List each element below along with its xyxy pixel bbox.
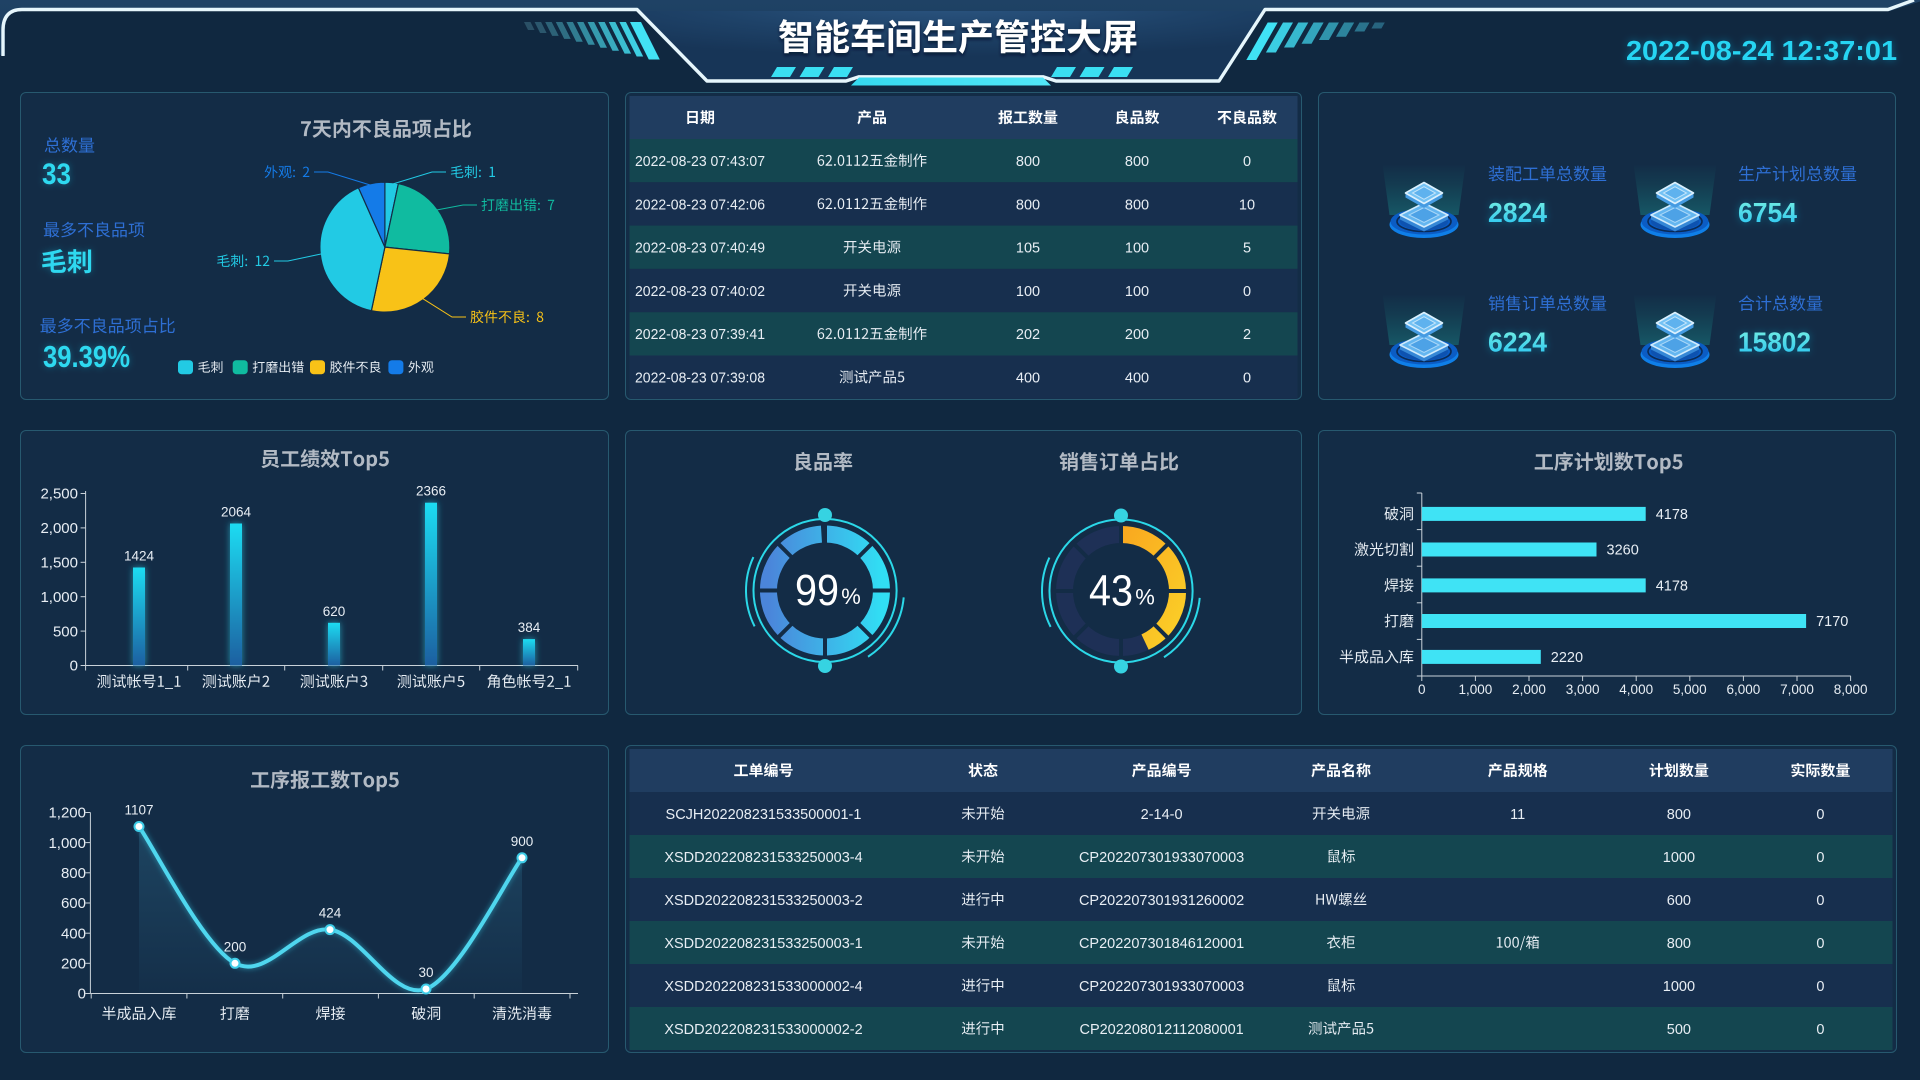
svg-text:39.39%: 39.39% [43, 339, 130, 374]
svg-text:800: 800 [1667, 936, 1691, 952]
svg-text:100: 100 [1125, 284, 1149, 300]
svg-text:2220: 2220 [1551, 650, 1583, 666]
svg-text:900: 900 [511, 834, 534, 849]
svg-text:2022-08-23 07:42:06: 2022-08-23 07:42:06 [635, 197, 765, 213]
svg-text:7,000: 7,000 [1780, 682, 1814, 697]
svg-text:2022-08-23 07:39:41: 2022-08-23 07:39:41 [635, 327, 765, 343]
svg-text:202: 202 [1016, 327, 1040, 343]
svg-text:43: 43 [1089, 567, 1133, 616]
svg-text:424: 424 [319, 906, 342, 921]
svg-text:XSDD202208231533250003-1: XSDD202208231533250003-1 [664, 936, 862, 952]
svg-text:30: 30 [418, 965, 433, 980]
svg-text:2,000: 2,000 [1512, 682, 1546, 697]
svg-text:2022-08-23 07:40:49: 2022-08-23 07:40:49 [635, 241, 765, 257]
svg-text:2022-08-23 07:40:02: 2022-08-23 07:40:02 [635, 284, 765, 300]
svg-text:2,500: 2,500 [40, 486, 78, 503]
svg-text:0: 0 [1816, 1022, 1824, 1038]
svg-text:1,000: 1,000 [48, 835, 86, 852]
svg-text:6,000: 6,000 [1727, 682, 1761, 697]
svg-text:CP202208012112080001: CP202208012112080001 [1079, 1022, 1243, 1038]
svg-text:2,000: 2,000 [40, 520, 78, 537]
svg-text:400: 400 [1125, 371, 1149, 387]
svg-text:XSDD202208231533000002-2: XSDD202208231533000002-2 [664, 1022, 862, 1038]
svg-text:6224: 6224 [1488, 327, 1547, 358]
svg-text:2022-08-23 07:43:07: 2022-08-23 07:43:07 [635, 154, 765, 170]
svg-text:1424: 1424 [124, 549, 155, 564]
svg-text:33: 33 [42, 158, 71, 191]
svg-text:0: 0 [1816, 936, 1824, 952]
svg-text:4178: 4178 [1656, 507, 1688, 523]
svg-text:CP202207301931260002: CP202207301931260002 [1079, 893, 1244, 909]
svg-text:2366: 2366 [416, 484, 446, 499]
svg-text:400: 400 [1016, 371, 1040, 387]
svg-text:10: 10 [1239, 197, 1255, 213]
svg-text:1000: 1000 [1663, 850, 1695, 866]
svg-text:0: 0 [1816, 807, 1824, 823]
svg-text:5: 5 [1243, 241, 1251, 257]
svg-text:XSDD202208231533250003-4: XSDD202208231533250003-4 [664, 850, 862, 866]
svg-text:%: % [841, 584, 861, 609]
svg-text:0: 0 [1816, 979, 1824, 995]
svg-text:7170: 7170 [1816, 614, 1848, 630]
svg-text:1107: 1107 [124, 803, 153, 818]
svg-text:2: 2 [1243, 327, 1251, 343]
svg-text:800: 800 [61, 865, 86, 882]
svg-text:600: 600 [61, 895, 86, 912]
svg-text:8,000: 8,000 [1834, 682, 1868, 697]
svg-text:0: 0 [1418, 682, 1426, 697]
svg-text:CP202207301933070003: CP202207301933070003 [1079, 979, 1244, 995]
svg-text:6754: 6754 [1738, 197, 1797, 228]
svg-text:2022-08-24 12:37:01: 2022-08-24 12:37:01 [1626, 35, 1897, 66]
svg-text:200: 200 [1125, 327, 1149, 343]
svg-text:15802: 15802 [1738, 327, 1811, 358]
svg-text:3,000: 3,000 [1566, 682, 1600, 697]
svg-text:XSDD202208231533250003-2: XSDD202208231533250003-2 [664, 893, 862, 909]
svg-text:0: 0 [1243, 371, 1251, 387]
svg-text:3260: 3260 [1607, 543, 1639, 559]
svg-text:384: 384 [518, 620, 541, 635]
svg-text:XSDD202208231533000002-4: XSDD202208231533000002-4 [664, 979, 862, 995]
svg-text:600: 600 [1667, 893, 1691, 909]
svg-text:1,000: 1,000 [1459, 682, 1493, 697]
svg-text:%: % [1135, 585, 1155, 610]
svg-text:SCJH202208231533500001-1: SCJH202208231533500001-1 [666, 807, 862, 823]
svg-text:4,000: 4,000 [1619, 682, 1653, 697]
svg-text:800: 800 [1125, 197, 1149, 213]
svg-text:2824: 2824 [1488, 197, 1547, 228]
svg-text:500: 500 [1667, 1022, 1691, 1038]
svg-text:500: 500 [53, 623, 78, 640]
svg-text:CP202207301933070003: CP202207301933070003 [1079, 850, 1244, 866]
svg-text:2064: 2064 [221, 505, 252, 520]
svg-text:800: 800 [1016, 197, 1040, 213]
svg-text:105: 105 [1016, 241, 1040, 257]
svg-text:400: 400 [61, 925, 86, 942]
svg-text:100: 100 [1125, 241, 1149, 257]
svg-text:11: 11 [1510, 807, 1525, 823]
svg-text:620: 620 [323, 604, 346, 619]
svg-text:200: 200 [224, 939, 247, 954]
svg-text:1,200: 1,200 [48, 805, 86, 822]
svg-text:CP202207301846120001: CP202207301846120001 [1079, 936, 1244, 952]
svg-text:2-14-0: 2-14-0 [1141, 807, 1183, 823]
svg-text:0: 0 [1816, 850, 1824, 866]
svg-text:0: 0 [78, 986, 86, 1003]
svg-text:5,000: 5,000 [1673, 682, 1707, 697]
svg-text:1,500: 1,500 [40, 555, 78, 572]
svg-text:800: 800 [1125, 154, 1149, 170]
svg-text:0: 0 [1243, 154, 1251, 170]
svg-text:800: 800 [1667, 807, 1691, 823]
svg-text:4178: 4178 [1656, 578, 1688, 594]
svg-text:99: 99 [795, 566, 839, 615]
svg-text:1000: 1000 [1663, 979, 1695, 995]
svg-text:200: 200 [61, 956, 86, 973]
svg-text:1,000: 1,000 [40, 589, 78, 606]
svg-text:100: 100 [1016, 284, 1040, 300]
svg-text:0: 0 [1816, 893, 1824, 909]
svg-text:800: 800 [1016, 154, 1040, 170]
svg-text:0: 0 [70, 658, 78, 675]
svg-text:2022-08-23 07:39:08: 2022-08-23 07:39:08 [635, 371, 765, 387]
svg-text:0: 0 [1243, 284, 1251, 300]
